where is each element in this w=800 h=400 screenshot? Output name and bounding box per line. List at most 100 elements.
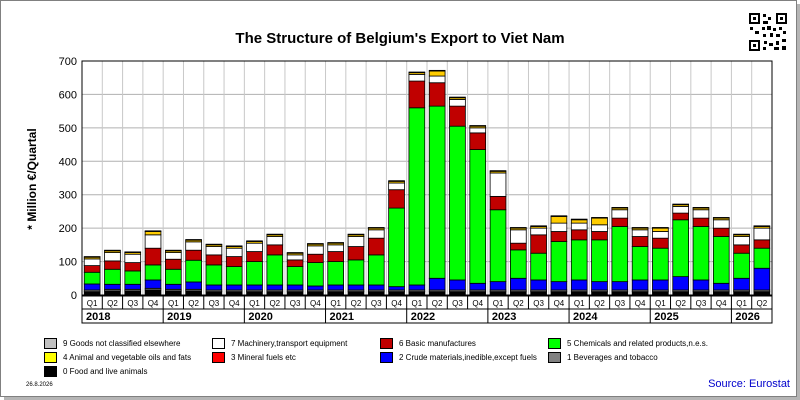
bar-segment (104, 283, 121, 290)
bar-segment (144, 247, 162, 266)
bar-segment (510, 249, 527, 279)
bar-segment (530, 279, 547, 291)
bar-segment (672, 219, 689, 278)
bar-segment (307, 291, 324, 296)
bar-segment (165, 258, 182, 270)
bar-segment (570, 291, 588, 296)
bar-segment (611, 209, 629, 219)
bar-segment (510, 277, 527, 291)
x-tick-label: Q3 (452, 299, 463, 308)
bar-segment (246, 240, 263, 242)
year-label: 2020 (248, 311, 272, 323)
bar-segment (652, 237, 669, 249)
bar-segment (347, 284, 365, 291)
x-tick-label: Q1 (412, 299, 423, 308)
bar-segment (104, 268, 121, 285)
bar-segment (611, 291, 629, 296)
x-tick-label: Q3 (696, 299, 707, 308)
bar-segment (327, 242, 344, 244)
bar-segment (367, 237, 385, 256)
bar-segment (449, 125, 466, 281)
x-tick-label: Q3 (209, 299, 220, 308)
x-tick-label: Q2 (675, 299, 686, 308)
x-tick-label: Q4 (229, 299, 240, 308)
y-tick-label: 600 (59, 89, 77, 101)
bar-segment (570, 222, 588, 231)
bar-segment (489, 281, 507, 291)
bar-segment (104, 260, 121, 270)
bar-segment (286, 252, 304, 254)
bar-segment (469, 282, 487, 291)
bar-segment (428, 291, 446, 296)
bar-segment (652, 231, 669, 239)
date-stamp: 26.8.2026 (26, 382, 53, 388)
legend-swatch (548, 352, 561, 363)
bar-segment (307, 285, 324, 291)
bar-segment (510, 227, 527, 229)
bar-segment (144, 279, 162, 289)
bar-segment (246, 242, 263, 252)
bar-segment (591, 217, 608, 226)
bar-segment (510, 229, 527, 244)
legend-swatch (380, 352, 393, 363)
y-tick-label: 500 (59, 123, 77, 135)
bar-segment (124, 253, 142, 263)
plot-border (81, 60, 773, 296)
bar-segment (510, 242, 527, 251)
y-tick-label: 100 (59, 257, 77, 269)
bar-segment (712, 227, 730, 237)
bar-segment (489, 172, 507, 197)
legend-label: 3 Mineral fuels etc (231, 353, 296, 362)
bar-segment (205, 246, 223, 256)
bar-segment (733, 244, 750, 254)
bar-segment (550, 241, 568, 283)
y-tick-label: 400 (59, 156, 77, 168)
y-tick-label: 700 (59, 56, 77, 68)
bar-segment (631, 229, 649, 237)
bar-segment (388, 207, 405, 288)
bar-segment (652, 291, 669, 296)
bar-segment (165, 252, 182, 260)
bar-segment (286, 266, 304, 286)
year-row (81, 308, 773, 324)
bar-segment (570, 218, 588, 221)
bar-segment (591, 239, 608, 283)
bar-segment (124, 262, 142, 272)
bar-segment (611, 226, 629, 283)
bar-segment (225, 245, 243, 247)
bar-segment (631, 236, 649, 247)
bar-segment (205, 291, 223, 296)
bar-segment (428, 70, 446, 77)
x-tick-label: Q1 (87, 299, 98, 308)
qr-code[interactable] (748, 12, 788, 52)
bar-segment (712, 282, 730, 291)
bar-segment (672, 206, 689, 214)
bar-segment (165, 283, 182, 290)
bar-segment (185, 239, 202, 241)
bar-segment (307, 262, 324, 287)
bar-segment (307, 245, 324, 255)
bar-segment (530, 234, 547, 254)
bar-segment (347, 246, 365, 261)
bar-segment (266, 236, 284, 246)
bar-segment (327, 261, 344, 286)
bar-segment (428, 82, 446, 107)
bar-segment (530, 227, 547, 236)
bar-segment (550, 281, 568, 291)
legend-label: 0 Food and live animals (63, 367, 148, 376)
x-tick-label: Q3 (371, 299, 382, 308)
bar-segment (408, 284, 426, 291)
bar-segment (185, 241, 202, 251)
year-label: 2019 (167, 311, 191, 323)
legend-label: 1 Beverages and tobacco (567, 353, 658, 362)
bar-segment (165, 290, 182, 296)
bar-segment (286, 291, 304, 296)
x-tick-label: Q3 (614, 299, 625, 308)
y-tick-label: 200 (59, 223, 77, 235)
bar-segment (510, 291, 527, 296)
bar-segment (631, 279, 649, 291)
bar-segment (550, 215, 568, 217)
bar-segment (611, 281, 629, 291)
bar-segment (570, 219, 588, 224)
bar-segment (591, 231, 608, 241)
